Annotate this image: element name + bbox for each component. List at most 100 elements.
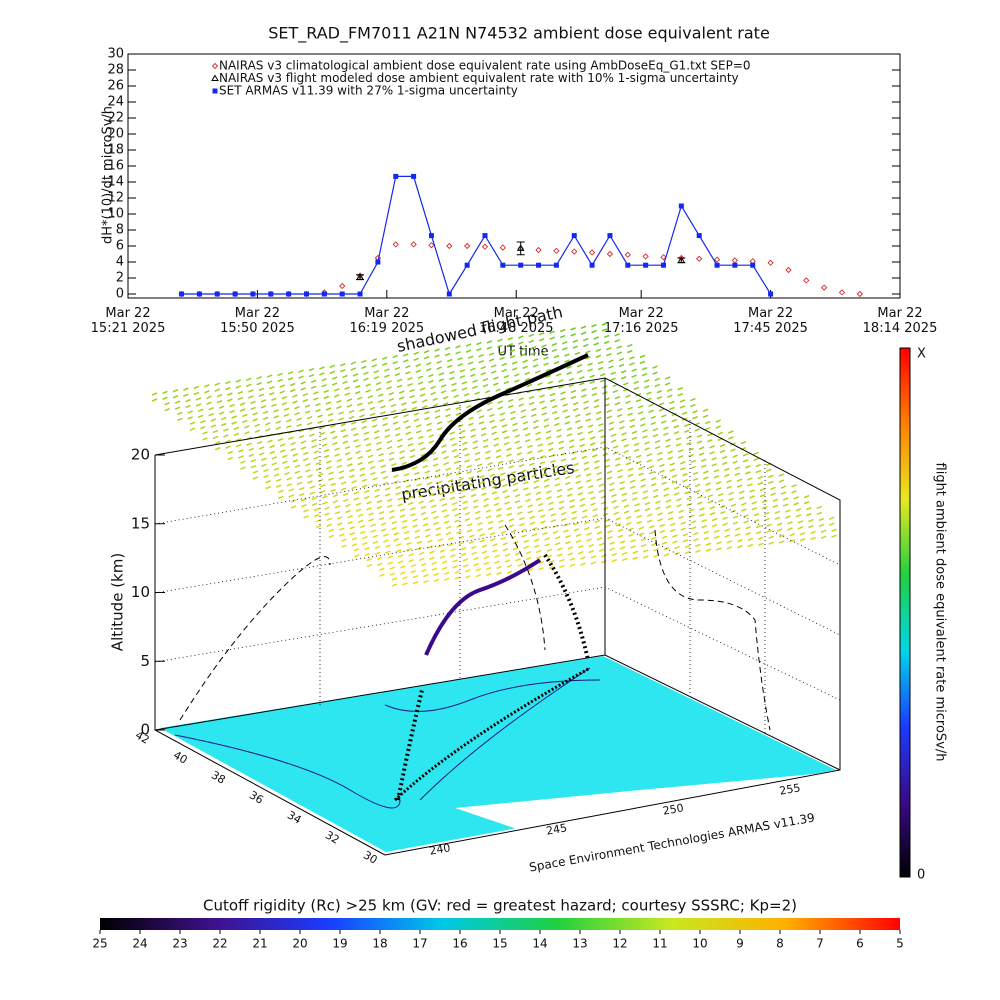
- particle: [669, 400, 675, 411]
- particle: [377, 393, 384, 403]
- particle: [782, 497, 789, 507]
- particle: [529, 515, 536, 526]
- particle: [630, 539, 636, 549]
- particle: [614, 333, 620, 343]
- data-point: [446, 242, 453, 250]
- particle: [617, 528, 624, 539]
- particle: [583, 461, 590, 471]
- colorbar-tick-label: 13: [572, 937, 587, 951]
- x-tick-label: Mar 22 17:45 2025: [733, 306, 808, 336]
- particle: [490, 364, 497, 374]
- colorbar-tick-label: 15: [492, 937, 507, 951]
- particle: [300, 440, 307, 450]
- particle: [405, 425, 411, 435]
- data-point: [482, 233, 488, 239]
- particle: [474, 451, 481, 462]
- particle: [656, 390, 663, 400]
- particle: [402, 353, 409, 363]
- particle: [306, 415, 313, 426]
- particle: [365, 442, 372, 453]
- legend-marker: [211, 62, 219, 70]
- particle: [407, 495, 414, 506]
- particle: [533, 419, 539, 430]
- particle: [610, 433, 617, 443]
- particle: [728, 430, 734, 440]
- particle: [536, 549, 542, 560]
- particle: [202, 431, 208, 441]
- particle: [359, 408, 365, 418]
- particle: [388, 391, 395, 402]
- particle: [556, 488, 563, 499]
- z-tick-label: 15: [131, 514, 150, 532]
- particle: [527, 444, 533, 455]
- particle: [646, 391, 652, 401]
- particle: [590, 496, 596, 506]
- colorbar-tick-label: 11: [652, 937, 667, 951]
- particle: [493, 496, 500, 507]
- particle: [527, 504, 533, 514]
- particle: [344, 445, 351, 456]
- particle: [405, 484, 412, 494]
- particle: [330, 482, 336, 493]
- particle: [524, 432, 531, 443]
- particle: [336, 516, 343, 526]
- data-point: [446, 291, 452, 297]
- lat-tick-label: 38: [209, 768, 228, 786]
- data-point: [393, 173, 399, 179]
- particle: [369, 406, 376, 417]
- particle: [644, 501, 651, 512]
- data-point: [750, 262, 756, 268]
- particle: [816, 505, 823, 516]
- particle: [530, 345, 537, 356]
- data-point: [303, 291, 309, 297]
- particle: [288, 488, 295, 498]
- particle: [307, 474, 313, 484]
- particle: [353, 491, 360, 501]
- colorbar-tick-label: 20: [292, 937, 307, 951]
- particle: [653, 548, 659, 558]
- particle: [420, 447, 426, 457]
- particle: [499, 350, 505, 361]
- data-point: [481, 243, 489, 250]
- particle: [361, 359, 367, 370]
- particle: [392, 354, 398, 365]
- particle: [298, 369, 304, 379]
- particle: [629, 418, 636, 429]
- particle: [254, 423, 261, 433]
- particle: [675, 437, 682, 447]
- particle: [663, 547, 670, 557]
- particle: [799, 531, 806, 542]
- lon-tick-label: 240: [428, 841, 451, 857]
- z-tick-label: 5: [140, 652, 150, 670]
- particle: [717, 492, 724, 503]
- lat-tick-label: 36: [247, 788, 266, 806]
- particle: [370, 523, 376, 533]
- particle: [389, 509, 395, 520]
- particle: [485, 450, 491, 460]
- particle: [673, 486, 680, 496]
- y-tick-label: 20: [107, 127, 124, 142]
- particle: [556, 428, 562, 439]
- particle: [736, 478, 743, 488]
- particle: [680, 461, 686, 471]
- particle: [770, 486, 776, 497]
- particle: [185, 398, 191, 409]
- particle: [466, 464, 472, 475]
- particle: [426, 422, 432, 432]
- particle: [659, 523, 666, 534]
- particle: [515, 552, 521, 562]
- particle: [394, 366, 401, 377]
- y-tick-label: 10: [107, 207, 124, 222]
- particle: [529, 456, 535, 466]
- particle: [470, 487, 477, 498]
- particle: [625, 394, 631, 404]
- particle: [309, 427, 315, 437]
- particle: [655, 500, 661, 510]
- particle: [586, 532, 592, 542]
- colorbar-tick-label: 23: [172, 937, 187, 951]
- data-point: [589, 262, 595, 268]
- particle: [535, 491, 542, 501]
- particle: [654, 439, 661, 450]
- particle: [479, 533, 485, 543]
- particle: [323, 389, 330, 400]
